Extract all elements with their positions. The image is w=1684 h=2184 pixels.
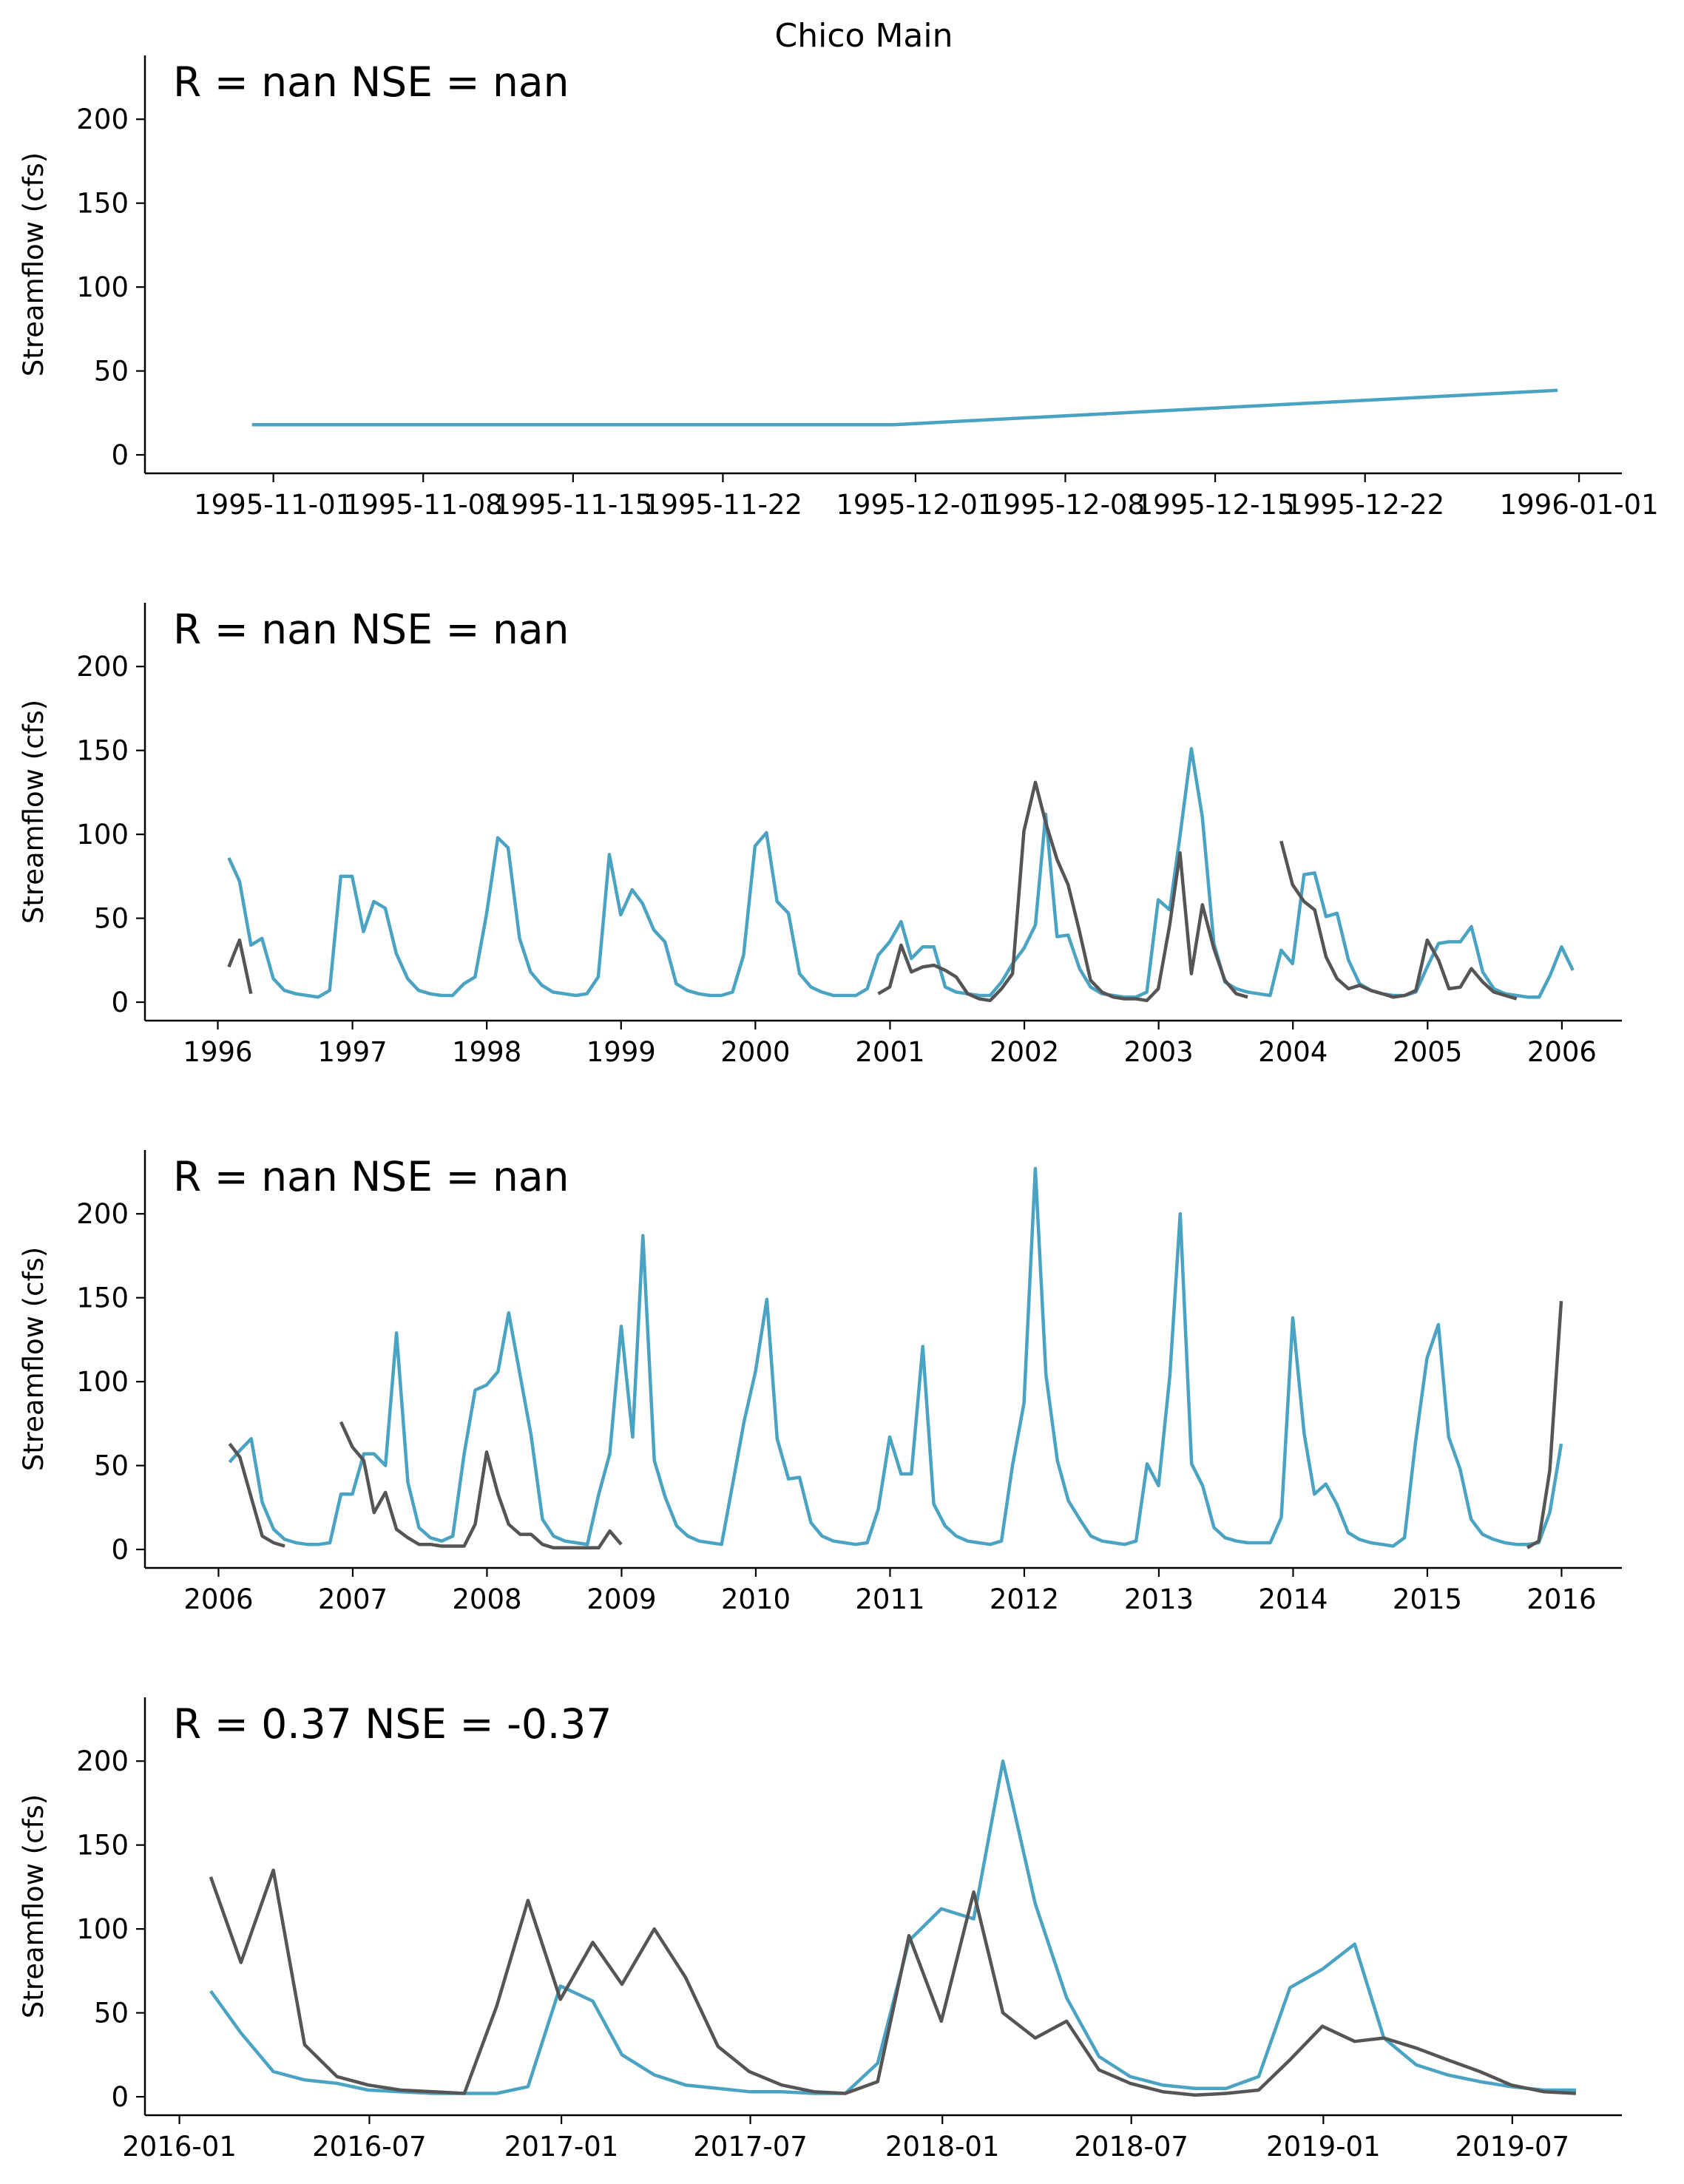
y-axis-label: Streamflow (cfs) — [18, 152, 50, 376]
x-tick-label: 2005 — [1393, 1036, 1462, 1068]
subplot-2: 0 50 100 150 200 1996 1997 1998 1999 2000 2001 2002… — [18, 603, 1622, 1068]
x-tick-label: 2012 — [990, 1583, 1059, 1615]
x-tick-label: 2016-01 — [122, 2131, 237, 2163]
x-tick-label: 2014 — [1258, 1583, 1328, 1615]
x-tick-label: 1995-11-22 — [643, 489, 802, 521]
x-tick-label: 2018-07 — [1074, 2131, 1188, 2163]
x-tick-label: 2007 — [318, 1583, 388, 1615]
x-tick-label: 1997 — [318, 1036, 388, 1068]
y-axis-label: Streamflow (cfs) — [18, 1794, 50, 2018]
x-tick-label: 2019-07 — [1455, 2131, 1570, 2163]
stats-annotation: R = 0.37 NSE = -0.37 — [173, 1700, 612, 1748]
y-tick-label: 0 — [111, 1534, 129, 1566]
x-tick-label: 2006 — [183, 1583, 253, 1615]
y-tick-label: 200 — [76, 1198, 129, 1230]
x-tick-label: 2008 — [452, 1583, 521, 1615]
y-tick-label: 50 — [94, 356, 129, 388]
x-tick-label: 2002 — [990, 1036, 1059, 1068]
subplot-4: 0 50 100 150 200 2016-01 2016-07 2017-01 2017-07… — [18, 1697, 1622, 2163]
x-tick-label: 2001 — [855, 1036, 924, 1068]
x-tick-label: 2013 — [1124, 1583, 1194, 1615]
y-tick-label: 100 — [76, 819, 129, 851]
y-tick-label: 50 — [94, 1450, 129, 1482]
stats-annotation: R = nan NSE = nan — [173, 58, 569, 106]
simulated-series-line — [227, 747, 1575, 999]
x-tick-label: 2009 — [586, 1583, 656, 1615]
y-tick-label: 150 — [76, 1282, 129, 1314]
simulated-series-line — [209, 1759, 1576, 2095]
x-tick-label: 1995-11-01 — [194, 489, 353, 521]
x-tick-label: 2016-07 — [312, 2131, 427, 2163]
x-tick-label: 2018-01 — [885, 2131, 1000, 2163]
x-tick-label: 1995-11-08 — [344, 489, 503, 521]
y-axis-label: Streamflow (cfs) — [18, 700, 50, 924]
simulated-series-line — [251, 388, 1558, 427]
y-axis-label: Streamflow (cfs) — [18, 1247, 50, 1471]
observed-series-line — [228, 1301, 1563, 1550]
y-tick-label: 50 — [94, 1998, 129, 2029]
simulated-series-line — [228, 1166, 1563, 1548]
x-tick-label: 2006 — [1527, 1036, 1597, 1068]
x-tick-label: 1995-11-15 — [493, 489, 652, 521]
observed-series-line — [209, 1868, 1577, 2097]
y-tick-label: 200 — [76, 104, 129, 135]
x-tick-label: 2004 — [1258, 1036, 1328, 1068]
x-tick-label: 2015 — [1393, 1583, 1462, 1615]
x-tick-label: 2000 — [720, 1036, 790, 1068]
subplot-3: 0 50 100 150 200 2006 2007 2008 2009 2010 2011 2012… — [18, 1150, 1622, 1615]
x-tick-label: 1999 — [586, 1036, 656, 1068]
x-tick-label: 1998 — [452, 1036, 521, 1068]
x-tick-label: 2019-01 — [1266, 2131, 1381, 2163]
y-tick-label: 0 — [111, 987, 129, 1018]
x-tick-label: 1996 — [183, 1036, 252, 1068]
y-tick-label: 150 — [76, 735, 129, 767]
y-tick-label: 200 — [76, 1745, 129, 1777]
y-tick-label: 100 — [76, 1366, 129, 1398]
x-tick-label: 2017-01 — [504, 2131, 619, 2163]
x-tick-label: 2010 — [721, 1583, 791, 1615]
x-tick-label: 1996-01-01 — [1500, 489, 1659, 521]
figure-title: Chico Main — [775, 17, 953, 55]
y-tick-label: 0 — [111, 2081, 129, 2113]
x-tick-label: 1995-12-15 — [1136, 489, 1295, 521]
stats-annotation: R = nan NSE = nan — [173, 606, 569, 653]
x-tick-label: 1995-12-22 — [1285, 489, 1444, 521]
observed-series-line — [227, 780, 1518, 1003]
x-tick-label: 2011 — [855, 1583, 924, 1615]
y-tick-label: 150 — [76, 1830, 129, 1862]
stats-annotation: R = nan NSE = nan — [173, 1153, 569, 1200]
x-tick-label: 2003 — [1124, 1036, 1194, 1068]
y-tick-label: 0 — [111, 439, 129, 471]
x-tick-label: 1995-12-08 — [986, 489, 1145, 521]
x-tick-label: 2016 — [1526, 1583, 1596, 1615]
y-tick-label: 100 — [76, 271, 129, 303]
subplot-1: 0501001502001995-11-011995-11-081995-11-… — [18, 55, 1659, 521]
x-tick-label: 2017-07 — [693, 2131, 808, 2163]
x-tick-label: 1995-12-01 — [836, 489, 995, 521]
y-tick-label: 100 — [76, 1913, 129, 1945]
y-tick-label: 200 — [76, 651, 129, 683]
y-tick-label: 50 — [94, 903, 129, 935]
y-tick-label: 150 — [76, 188, 129, 220]
